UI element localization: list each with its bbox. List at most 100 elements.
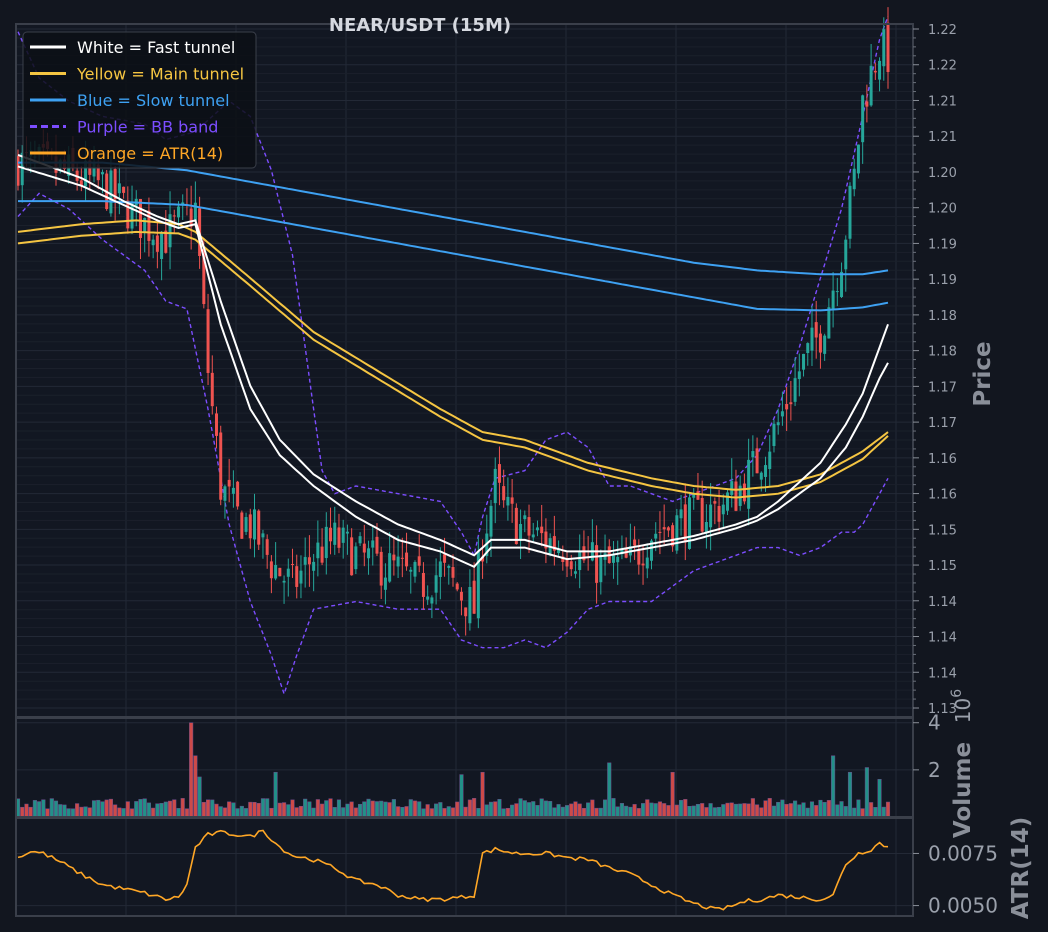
candle-body: [785, 403, 789, 410]
volume-bar: [645, 799, 650, 818]
volume-bar: [771, 805, 777, 818]
atr-y-axis: 0.0050 0.0075: [913, 841, 998, 918]
candle-body: [274, 565, 278, 579]
candle-body: [595, 545, 599, 583]
volume-bar: [345, 803, 350, 818]
volume-bar: [526, 802, 532, 818]
candle-body: [447, 565, 451, 568]
candle-body: [704, 521, 708, 533]
price-tick-label: 1.15: [928, 523, 957, 538]
price-panel: 1.22 1.22 1.21 1.21 1.20 1.20 1.19 1.19 1.18 1.18…: [15, 7, 996, 718]
candle-body: [882, 29, 886, 67]
volume-bar: [602, 799, 608, 818]
candle-body: [92, 162, 96, 177]
candle-body: [426, 596, 430, 600]
volume-bar: [374, 801, 380, 818]
price-tick-label: 1.20: [928, 202, 957, 217]
atr-tick-label: 0.0075: [928, 841, 998, 865]
legend-label: White = Fast tunnel: [77, 38, 235, 57]
legend-label: Orange = ATR(14): [77, 144, 223, 163]
volume-bar: [649, 802, 654, 818]
candle-body: [231, 487, 235, 494]
candle-body: [130, 201, 134, 229]
candle-body: [383, 577, 387, 590]
volume-bar: [788, 803, 793, 818]
atr-frame: [15, 817, 914, 917]
candle-body: [481, 556, 485, 562]
price-y-axis: 1.22 1.22 1.21 1.21 1.20 1.20 1.19 1.19 1.18 1.18…: [913, 23, 957, 717]
volume-bar: [493, 801, 498, 818]
candle-body: [443, 554, 447, 563]
candle-body: [814, 322, 818, 338]
volume-bar: [860, 808, 865, 818]
volume-bar: [518, 798, 523, 818]
volume-bar: [104, 799, 109, 818]
candle-body: [295, 566, 299, 587]
candle-body: [468, 586, 472, 624]
candle-body: [611, 555, 615, 563]
candle-body: [113, 169, 117, 200]
candle-body: [679, 509, 683, 519]
volume-bar: [189, 722, 194, 818]
volume-bar: [784, 804, 789, 818]
candle-body: [531, 534, 535, 538]
volume-bar: [780, 799, 785, 818]
volume-bar: [163, 801, 168, 818]
volume-bar: [497, 799, 502, 818]
candle-body: [375, 536, 379, 554]
volume-bar: [510, 804, 515, 818]
legend-box: [22, 31, 257, 169]
volume-bar: [387, 802, 392, 818]
volume-y-axis: 24: [913, 711, 941, 782]
candle-body: [138, 199, 142, 238]
candle-body: [303, 557, 307, 565]
volume-bar: [624, 805, 629, 818]
price-tick-label: 1.13: [928, 702, 957, 717]
volume-bar: [670, 771, 675, 818]
candle-body: [291, 564, 295, 566]
volume-bar: [873, 807, 878, 818]
volume-bar: [117, 807, 122, 818]
candle-body: [764, 465, 768, 477]
volume-bar: [721, 804, 726, 818]
candle-body: [658, 531, 662, 533]
candle-body: [848, 185, 852, 239]
candle-body: [506, 496, 510, 506]
volume-bar: [286, 804, 291, 818]
candle-body: [649, 540, 653, 561]
volume-bar: [70, 808, 75, 818]
volume-bar: [632, 804, 637, 818]
candle-body: [510, 497, 514, 504]
candle-body: [742, 483, 746, 502]
volume-bar: [434, 803, 439, 818]
volume-bar: [531, 801, 536, 818]
candle-body: [823, 335, 827, 354]
candle-body: [527, 517, 531, 536]
volume-bar: [818, 799, 823, 818]
candle-body: [544, 531, 548, 549]
volume-bar: [831, 755, 836, 818]
atr-line: [17, 829, 889, 911]
candle-body: [164, 230, 168, 253]
volume-bar: [687, 805, 692, 818]
candle-body: [451, 567, 455, 578]
candle-body: [747, 459, 751, 509]
volume-bar: [809, 801, 815, 818]
volume-bar: [62, 804, 67, 818]
volume-bar: [573, 801, 578, 818]
candle-body: [261, 533, 265, 538]
candle-body: [772, 423, 776, 447]
candle-body: [535, 527, 539, 531]
volume-bar: [548, 801, 553, 818]
volume-bar: [679, 800, 684, 818]
volume-bar: [298, 805, 304, 818]
candle-body: [856, 144, 860, 174]
volume-bar: [864, 767, 869, 818]
volume-bar: [193, 755, 198, 818]
candle-body: [578, 551, 582, 571]
volume-bar: [180, 798, 185, 818]
volume-bar: [100, 801, 105, 818]
candle-body: [806, 343, 810, 354]
price-tick-label: 1.19: [928, 237, 957, 252]
volume-bar: [636, 808, 641, 818]
